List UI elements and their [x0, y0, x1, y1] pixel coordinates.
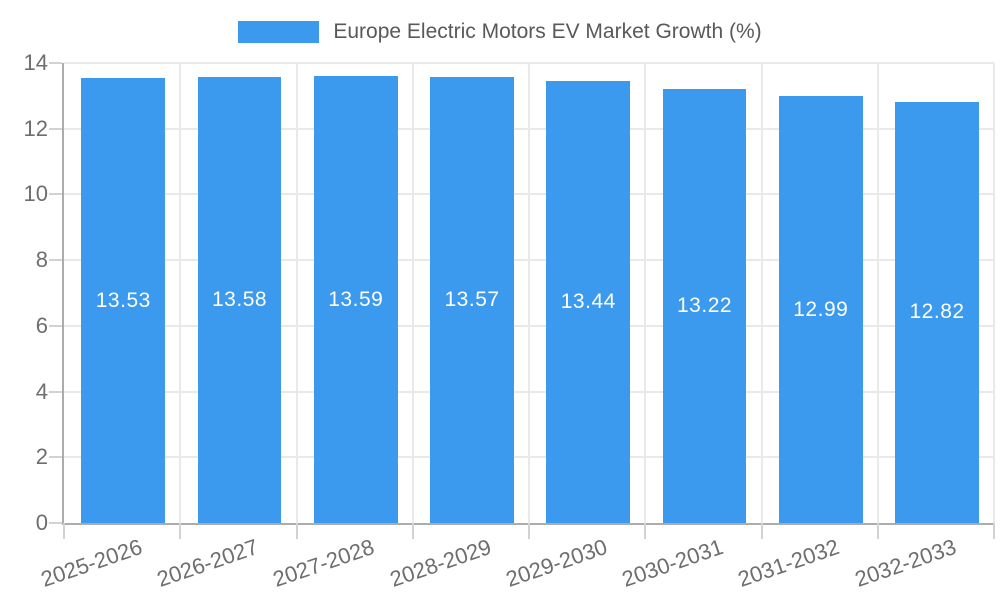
y-tick-mark	[49, 522, 62, 524]
bar-value-label: 13.53	[95, 288, 151, 312]
y-tick-mark	[49, 127, 62, 130]
gridline-vertical	[644, 63, 647, 523]
gridline-vertical	[528, 63, 530, 523]
x-tick-label: 2030-2031	[618, 534, 727, 592]
bar[interactable]: 13.59	[313, 76, 398, 523]
legend-label: Europe Electric Motors EV Market Growth …	[333, 20, 762, 43]
bar[interactable]: 13.53	[81, 78, 166, 523]
bar[interactable]: 13.58	[197, 76, 282, 523]
x-tick-label: 2025-2026	[37, 534, 146, 592]
bar[interactable]: 13.22	[662, 88, 747, 523]
y-axis-line	[62, 63, 64, 525]
x-tick-label: 2029-2030	[502, 534, 611, 592]
bar-value-label: 13.22	[677, 293, 733, 317]
x-tick-mark	[644, 523, 647, 539]
bar-value-label: 13.59	[328, 287, 384, 311]
bar[interactable]: 12.82	[895, 101, 979, 523]
gridline-vertical	[179, 63, 182, 523]
x-tick-mark	[179, 523, 182, 539]
plot-area: 13.53 13.58 13.59 13.57 13.44 13.22 12.99 12.82	[64, 62, 995, 523]
gridline-vertical	[993, 63, 995, 523]
bar-value-label: 13.57	[444, 288, 500, 312]
bar-value-label: 13.58	[212, 287, 268, 311]
gridline-vertical	[876, 63, 879, 523]
y-tick-mark	[49, 259, 62, 262]
x-tick-mark	[411, 523, 414, 539]
x-tick-mark	[295, 523, 298, 539]
y-tick-mark	[49, 193, 62, 196]
gridline-vertical	[760, 63, 763, 523]
y-tick-label: 4	[35, 378, 48, 404]
y-tick-label: 2	[35, 444, 48, 470]
y-tick-mark	[49, 62, 62, 64]
y-tick-label: 10	[23, 181, 48, 207]
bar-value-label: 12.99	[793, 297, 849, 321]
y-tick-label: 0	[35, 510, 48, 535]
y-tick-mark	[49, 324, 62, 327]
bar[interactable]: 12.99	[778, 96, 863, 523]
y-tick-label: 6	[35, 312, 48, 338]
x-tick-label: 2031-2032	[735, 534, 843, 592]
x-tick-label: 2028-2029	[386, 534, 495, 592]
x-tick-mark	[876, 523, 879, 539]
x-tick-mark	[760, 523, 763, 539]
gridline-vertical	[295, 63, 298, 523]
bar-value-label: 13.44	[560, 290, 616, 314]
x-tick-label: 2032-2033	[851, 534, 960, 592]
bar[interactable]: 13.44	[546, 81, 631, 523]
y-tick-mark	[49, 390, 62, 393]
x-tick-label: 2027-2028	[270, 534, 378, 592]
legend-swatch-icon	[238, 21, 320, 43]
y-tick-label: 14	[23, 50, 48, 75]
x-tick-label: 2026-2027	[153, 534, 262, 592]
gridline-vertical	[411, 63, 414, 523]
y-tick-label: 12	[23, 115, 48, 141]
bar-value-label: 12.82	[909, 300, 965, 324]
x-tick-mark	[528, 523, 530, 539]
legend[interactable]: Europe Electric Motors EV Market Growth …	[0, 20, 1000, 44]
y-tick-label: 8	[35, 247, 48, 273]
x-tick-mark	[993, 523, 995, 539]
y-tick-mark	[49, 456, 62, 459]
x-tick-mark	[63, 523, 65, 539]
bar[interactable]: 13.57	[430, 77, 514, 523]
